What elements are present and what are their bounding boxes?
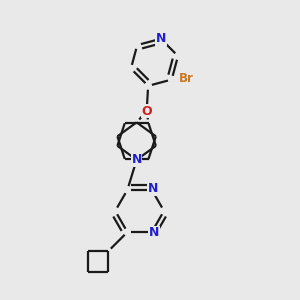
Text: N: N	[149, 226, 159, 239]
Text: O: O	[141, 105, 152, 118]
Text: N: N	[156, 32, 166, 45]
Text: Br: Br	[178, 72, 194, 85]
Text: N: N	[148, 182, 158, 195]
Text: N: N	[131, 153, 142, 166]
